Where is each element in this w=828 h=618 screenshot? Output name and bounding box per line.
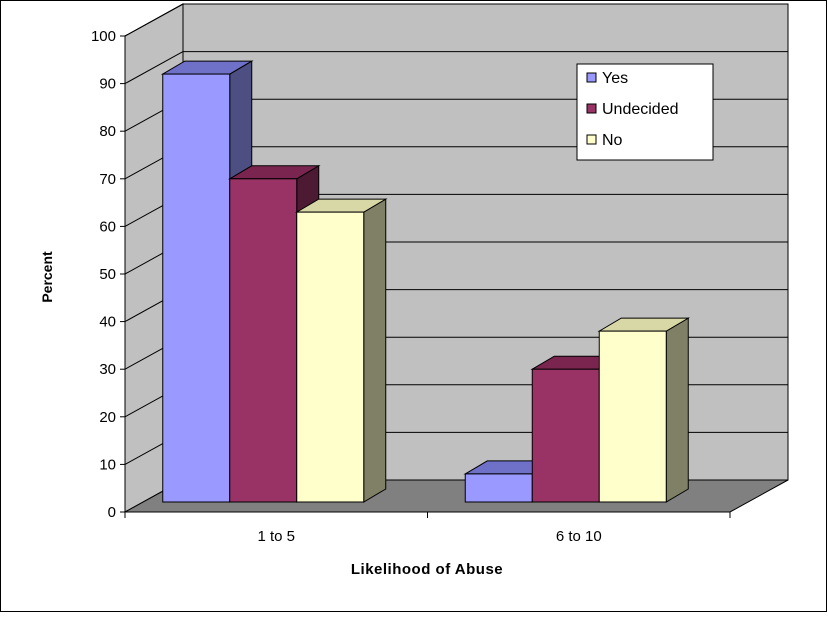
gridline-side <box>124 3 184 37</box>
legend-label: Undecided <box>602 101 679 118</box>
y-tick-label: 0 <box>108 504 116 521</box>
gridline-side <box>124 51 184 85</box>
y-tick-label: 90 <box>99 76 116 93</box>
x-tick-label: 1 to 5 <box>257 528 295 545</box>
legend: Yes Undecided No <box>576 63 714 161</box>
y-tick-label: 50 <box>99 266 116 283</box>
bar-front <box>162 73 231 503</box>
legend-box <box>576 63 714 161</box>
y-tick-label: 10 <box>99 456 116 473</box>
legend-label: Yes <box>602 70 628 87</box>
bar-side <box>363 198 387 503</box>
y-tick-label: 80 <box>99 123 116 140</box>
y-tick-label: 60 <box>99 218 116 235</box>
y-tick-label: 70 <box>99 171 116 188</box>
y-tick-label: 30 <box>99 361 116 378</box>
bar-front <box>229 178 298 503</box>
bar-front <box>464 473 533 503</box>
legend-swatch <box>586 103 597 114</box>
bar-front <box>296 211 365 503</box>
bar <box>294 198 388 503</box>
bar-front <box>598 330 667 503</box>
bar-side <box>665 317 689 503</box>
x-axis-title: Likelihood of Abuse <box>351 561 503 578</box>
y-tick-label: 40 <box>99 314 116 331</box>
y-axis-title: Percent <box>39 251 55 303</box>
x-tick-label: 6 to 10 <box>556 528 602 545</box>
legend-label: No <box>602 132 623 149</box>
bar <box>597 317 691 503</box>
legend-swatch <box>586 134 597 145</box>
y-tick-label: 100 <box>91 28 116 45</box>
bar-front <box>531 368 600 503</box>
legend-swatch <box>586 72 597 83</box>
y-tick-label: 20 <box>99 409 116 426</box>
